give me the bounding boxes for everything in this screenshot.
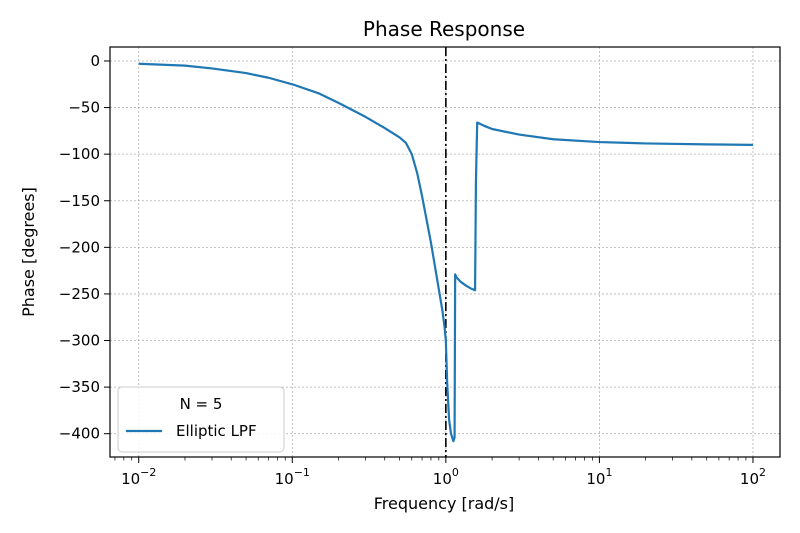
legend-title: N = 5 [180, 395, 223, 413]
x-axis-label: Frequency [rad/s] [374, 494, 515, 513]
y-tick-label: −200 [59, 238, 100, 256]
x-tick-label: 101 [586, 466, 612, 488]
plot-frame [109, 46, 781, 458]
y-tick-label: −50 [68, 99, 100, 117]
x-tick-label: 102 [740, 466, 766, 488]
legend: N = 5 Elliptic LPF [117, 386, 285, 453]
y-axis-label: Phase [degrees] [19, 187, 38, 317]
y-tick-label: −250 [59, 285, 100, 303]
chart-title: Phase Response [363, 17, 525, 41]
y-tick-label: 0 [90, 52, 100, 70]
tick-layer: 10−2 10−1 100 101 102 0 −50 −100 −150 −200 −250 −30… [59, 52, 766, 488]
y-tick-label: −300 [59, 332, 100, 350]
y-tick-label: −350 [59, 378, 100, 396]
y-tick-label: −100 [59, 145, 100, 163]
x-tick-label: 10−1 [275, 466, 310, 488]
y-tick-label: −400 [59, 425, 100, 443]
legend-box [117, 386, 285, 453]
series-line-elliptic-lpf [138, 62, 753, 443]
legend-entry-label: Elliptic LPF [176, 422, 257, 440]
x-tick-label: 100 [433, 466, 459, 488]
y-tick-label: −150 [59, 192, 100, 210]
x-tick-label: 10−2 [121, 466, 156, 488]
series-layer [138, 62, 753, 443]
